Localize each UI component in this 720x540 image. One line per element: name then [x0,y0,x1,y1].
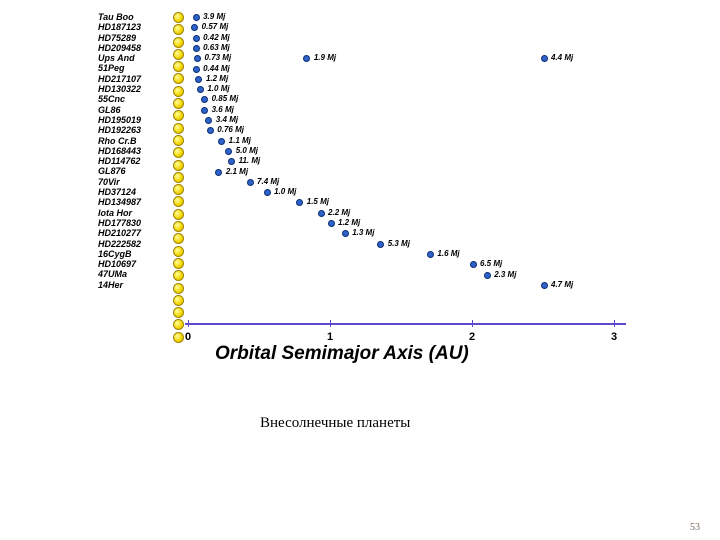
planet-marker [225,148,232,155]
mass-label: 7.4 Mj [257,177,279,186]
mass-label: 0.57 Mj [202,22,229,31]
planet-marker [427,251,434,258]
mass-label: 4.4 Mj [551,53,573,62]
planet-marker [228,158,235,165]
planet-marker [218,138,225,145]
mass-label: 1.2 Mj [206,74,228,83]
planet-marker [191,24,198,31]
slide-caption: Внесолнечные планеты [260,415,410,432]
x-axis [185,323,626,325]
planet-marker [470,261,477,268]
mass-label: 1.6 Mj [437,249,459,258]
x-tick [188,320,189,327]
mass-label: 1.1 Mj [229,136,251,145]
planet-marker [541,55,548,62]
planet-marker [201,107,208,114]
planet-marker [264,189,271,196]
mass-label: 0.44 Mj [203,64,230,73]
planet-marker [342,230,349,237]
mass-label: 6.5 Mj [480,259,502,268]
mass-label: 2.1 Mj [226,167,248,176]
mass-label: 3.9 Mj [203,12,225,21]
planet-marker [303,55,310,62]
mass-label: 4.7 Mj [551,280,573,289]
mass-label: 1.0 Mj [274,187,296,196]
mass-label: 1.9 Mj [314,53,336,62]
planet-marker [328,220,335,227]
planet-markers: 3.9 Mj0.57 Mj 0.42 Mj0.63 Mj0.73 Mj 1.9 Mj… [0,0,720,540]
planet-marker [193,35,200,42]
x-axis-title: Orbital Semimajor Axis (AU) [215,343,469,365]
mass-label: 0.85 Mj [212,94,239,103]
planet-marker [193,14,200,21]
mass-label: 1.5 Mj [307,197,329,206]
mass-label: 2.3 Mj [494,270,516,279]
page-number: 53 [690,522,700,533]
planet-marker [377,241,384,248]
mass-label: 3.4 Mj [216,115,238,124]
mass-label: 5.3 Mj [388,239,410,248]
x-tick [614,320,615,327]
planet-marker [541,282,548,289]
planet-marker [318,210,325,217]
mass-label: 0.73 Mj [205,53,232,62]
mass-label: 1.2 Mj [338,218,360,227]
planet-marker [195,76,202,83]
planet-marker [197,86,204,93]
planet-marker [207,127,214,134]
planet-marker [194,55,201,62]
x-tick-label: 1 [327,331,333,343]
x-tick-label: 0 [185,331,191,343]
mass-label: 0.76 Mj [217,125,244,134]
planet-marker [193,45,200,52]
planet-marker [193,66,200,73]
planet-marker [201,96,208,103]
mass-label: 1.0 Mj [207,84,229,93]
mass-label: 0.63 Mj [203,43,230,52]
x-tick [472,320,473,327]
planet-marker [215,169,222,176]
planet-marker [205,117,212,124]
planet-marker [296,199,303,206]
x-tick-label: 2 [469,331,475,343]
x-tick-label: 3 [611,331,617,343]
mass-label: 11. Mj [239,156,261,165]
mass-label: 5.0 Mj [236,146,258,155]
planet-marker [484,272,491,279]
slide-container: Tau BooHD187123HD75289HD209458Ups And51P… [0,0,720,540]
mass-label: 0.42 Mj [203,33,230,42]
mass-label: 1.3 Mj [352,228,374,237]
mass-label: 2.2 Mj [328,208,350,217]
x-tick [330,320,331,327]
planet-marker [247,179,254,186]
mass-label: 3.6 Mj [212,105,234,114]
